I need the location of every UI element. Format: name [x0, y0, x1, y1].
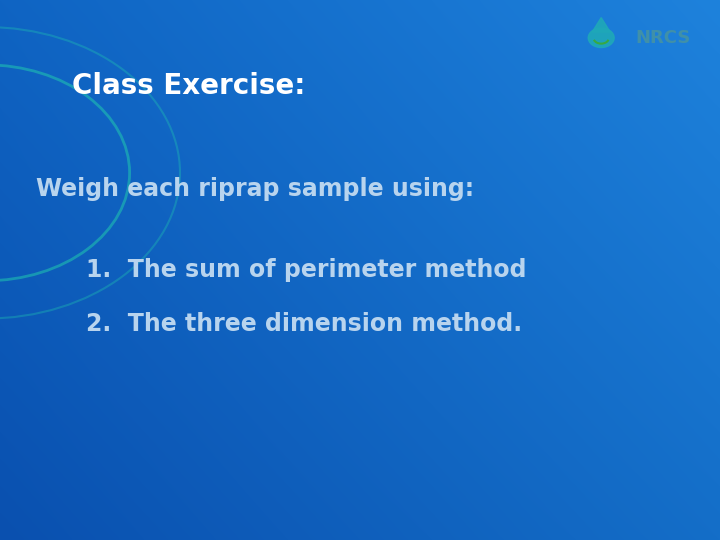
Text: NRCS: NRCS [636, 29, 691, 47]
Polygon shape [592, 18, 611, 32]
Text: 2.  The three dimension method.: 2. The three dimension method. [86, 312, 523, 336]
Text: Weigh each riprap sample using:: Weigh each riprap sample using: [36, 177, 474, 201]
Text: Class Exercise:: Class Exercise: [72, 72, 305, 100]
Circle shape [588, 28, 614, 48]
Text: 1.  The sum of perimeter method: 1. The sum of perimeter method [86, 258, 527, 282]
